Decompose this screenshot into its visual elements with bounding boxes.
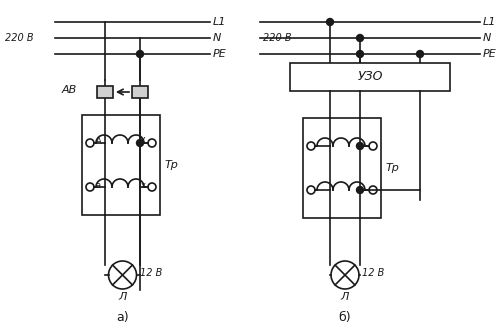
Text: L1: L1 <box>213 17 226 27</box>
Bar <box>97 86 113 98</box>
Circle shape <box>356 186 364 193</box>
Text: Х: Х <box>140 137 146 146</box>
Circle shape <box>356 143 364 150</box>
Bar <box>82 115 160 215</box>
Text: УЗО: УЗО <box>357 71 383 84</box>
Circle shape <box>136 51 143 58</box>
Text: PE: PE <box>483 49 497 59</box>
Circle shape <box>326 19 334 26</box>
Text: Тр: Тр <box>386 163 400 173</box>
Text: Л: Л <box>341 292 349 302</box>
Text: а: а <box>96 180 101 189</box>
Text: х: х <box>141 180 146 189</box>
Text: Л: Л <box>118 292 126 302</box>
Circle shape <box>356 35 364 42</box>
Text: N: N <box>213 33 222 43</box>
Text: а): а) <box>116 311 129 324</box>
Text: 12 В: 12 В <box>362 268 384 278</box>
Circle shape <box>416 51 424 58</box>
Circle shape <box>356 51 364 58</box>
Text: 12 В: 12 В <box>140 268 162 278</box>
Text: А: А <box>96 137 102 146</box>
Text: Тр: Тр <box>165 160 179 170</box>
Text: 220 В: 220 В <box>263 33 292 43</box>
Text: б): б) <box>338 311 351 324</box>
Circle shape <box>136 140 143 147</box>
Text: АВ: АВ <box>62 85 77 95</box>
Text: L1: L1 <box>483 17 496 27</box>
Text: PE: PE <box>213 49 227 59</box>
Text: N: N <box>483 33 492 43</box>
Bar <box>132 86 148 98</box>
Text: 220 В: 220 В <box>5 33 34 43</box>
Bar <box>303 118 381 218</box>
Bar <box>290 63 450 91</box>
